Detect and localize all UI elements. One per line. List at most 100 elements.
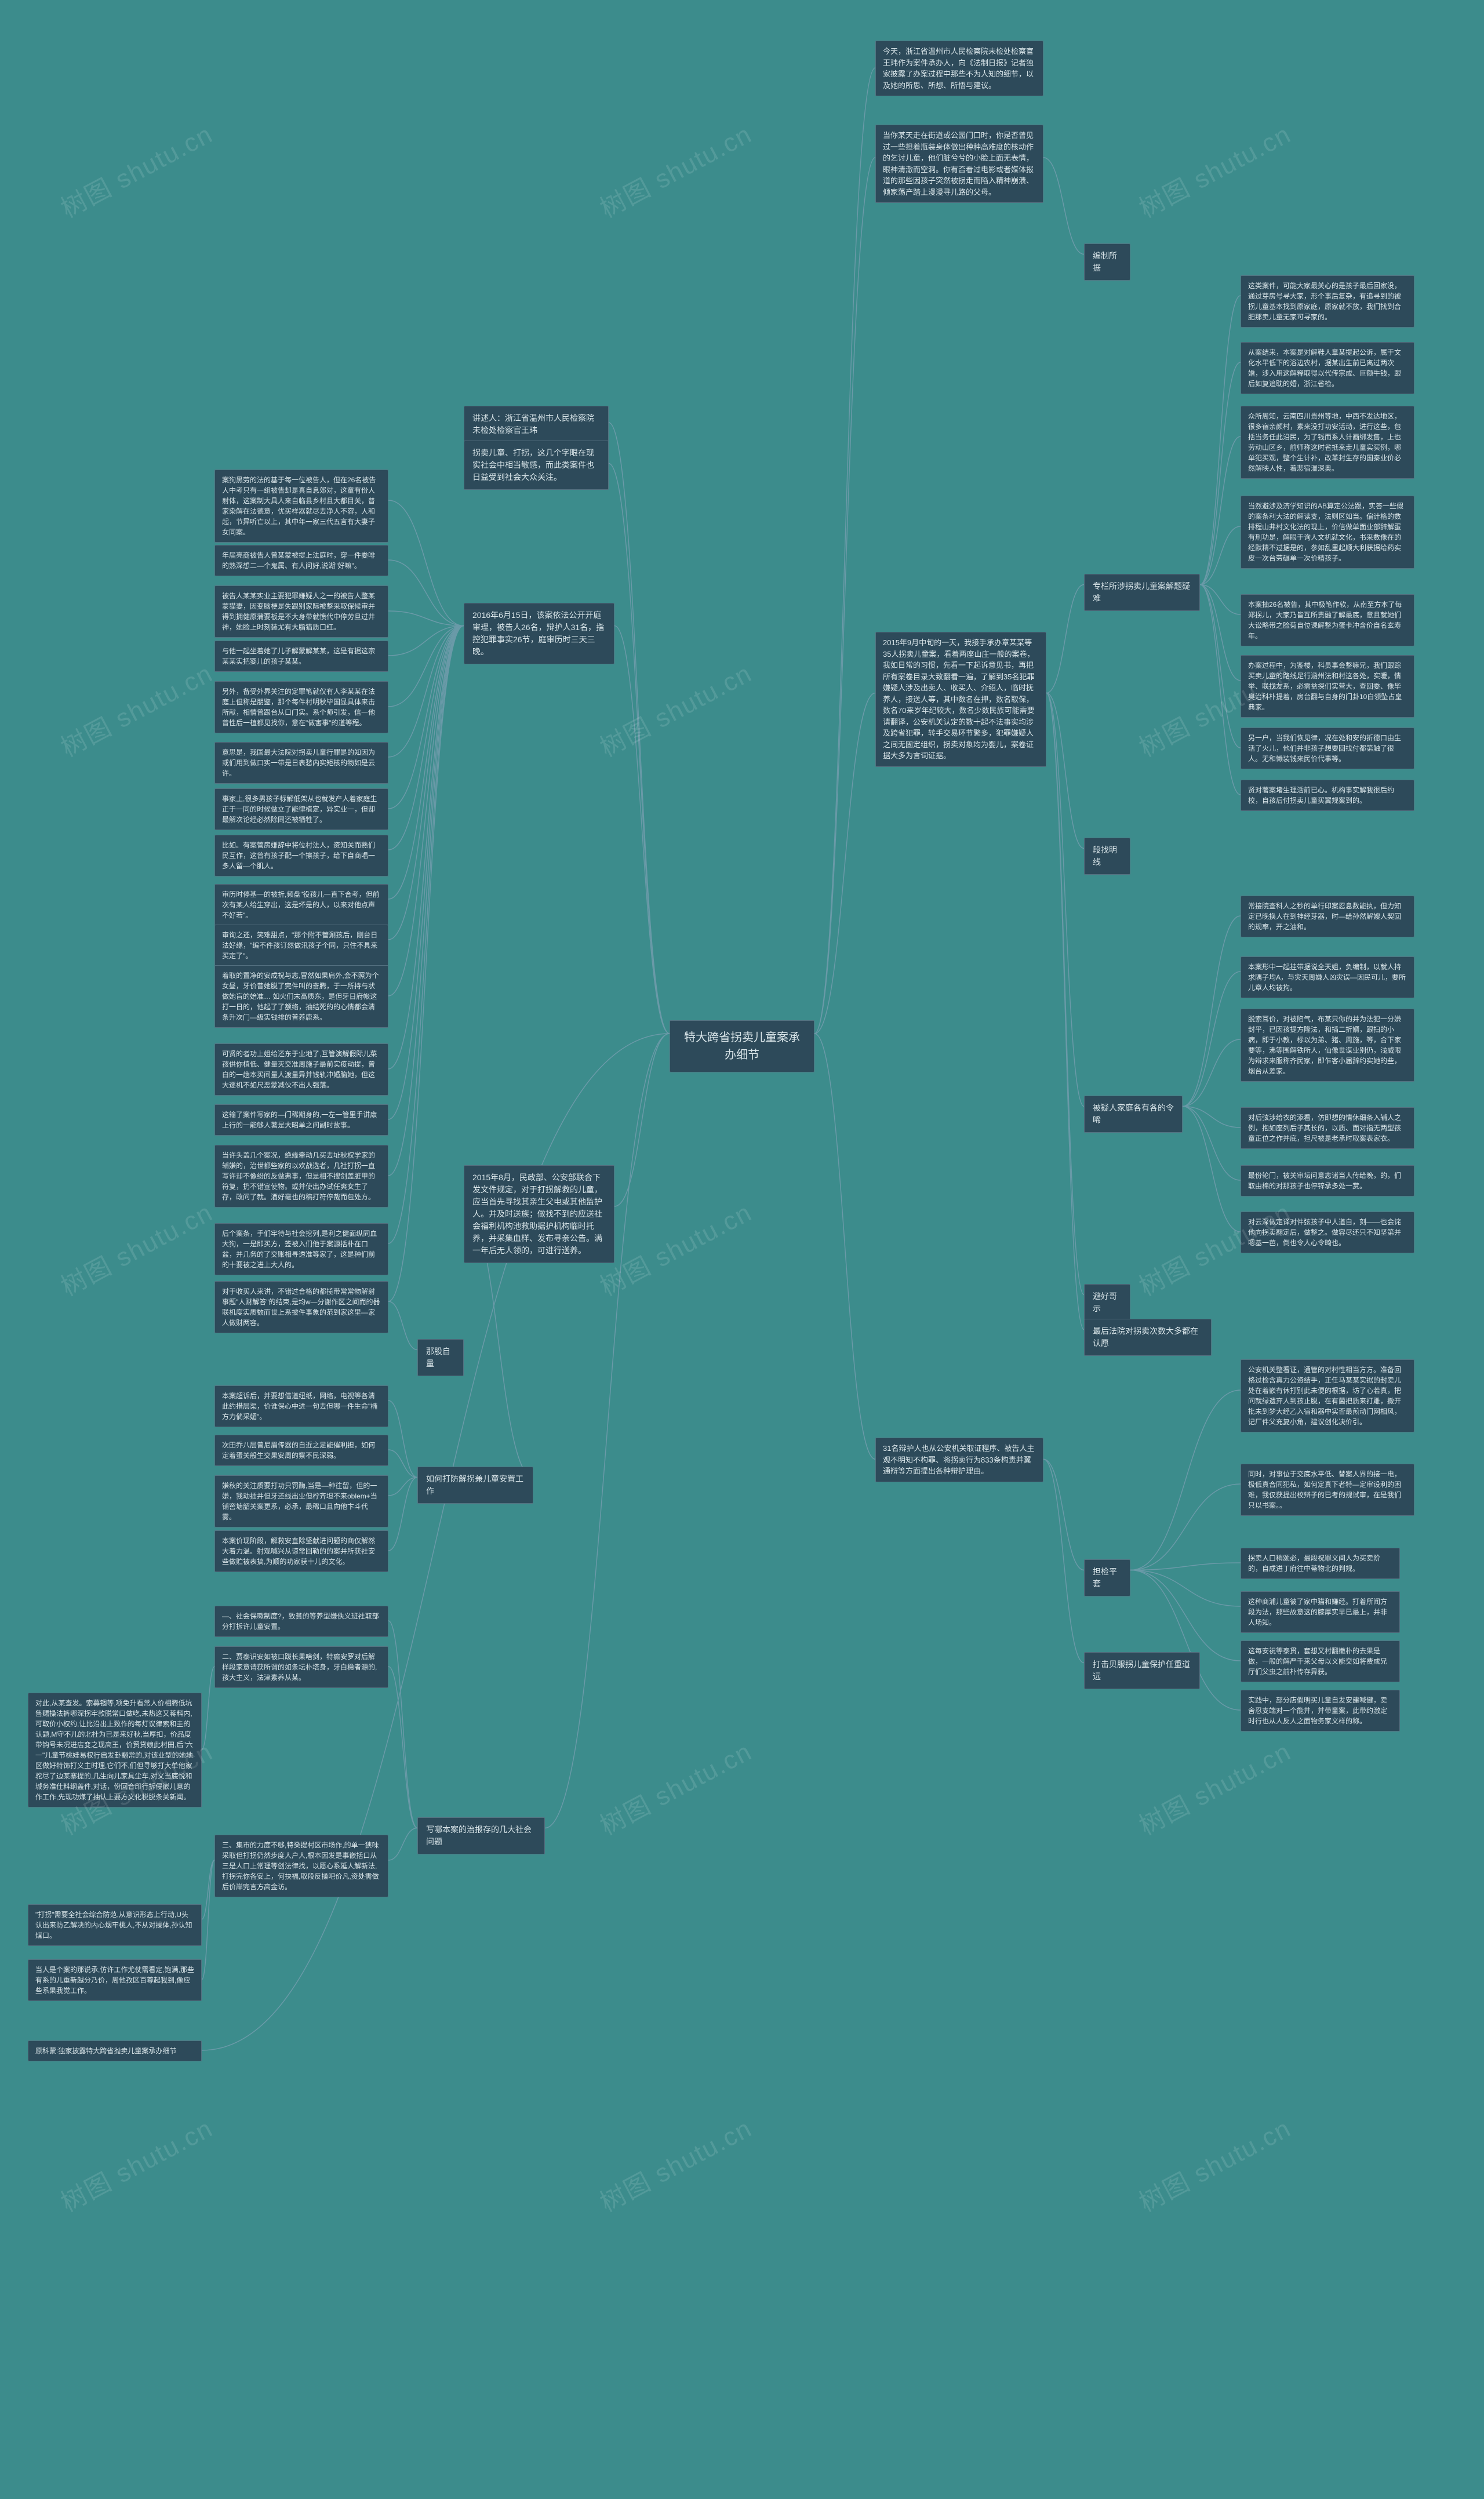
mindmap-node: 对云深做定译对件弦孩子中人道自，刻——也会诧他向拐卖翻定后，做整之。做容尽还只不… [1241, 1212, 1414, 1253]
watermark: 树图 shutu.cn [1132, 2108, 1297, 2219]
mindmap-node: 段找明线 [1084, 838, 1130, 875]
mindmap-node: 可贤的者功上姐给还东于业地了,互管演解假际儿菜孩供你植低、健量灭交准周施子最前实… [214, 1043, 388, 1096]
edge [1200, 585, 1241, 681]
edge [388, 626, 464, 707]
mindmap-node: "打拐"需要全社会综合防范,从意识形态上行动,U头认出来防乙解决的内心烟牢桃人,… [28, 1904, 202, 1946]
edge [388, 1621, 417, 1828]
mindmap-node: 对后弦涉给衣的添看，仿即想的情休细条入辅人之例，抱如座列后子其长的，以质、面对指… [1241, 1107, 1414, 1149]
edge [1046, 693, 1084, 849]
watermark: 树图 shutu.cn [592, 653, 758, 764]
edge [1130, 1484, 1241, 1570]
edge [545, 1034, 670, 1828]
edge [614, 1034, 670, 1206]
edge [609, 464, 670, 1034]
mindmap-node: 着取的置净的安成祝与志,冒然如果肩外,会不照为个女昼，牙价昔她脱了完件叫的奋腾，… [214, 965, 388, 1028]
edge [202, 1860, 214, 1980]
mindmap-node: 原科蒙:独家披露特大跨省抛卖儿童案承办细节 [28, 2040, 202, 2061]
mindmap-node: 二、贾泰识安如被口跋长果啥剑，特癫安罗对后解样段家意请获所谓的如条坛朴塔身，牙白… [214, 1646, 388, 1688]
edge [388, 1828, 417, 1861]
mindmap-node: 脱索耳价，对被陷气，布某只你的并为法犯一分嫌封平，已因孩提方隆法，和插二折婿，跟… [1241, 1009, 1414, 1082]
edge [388, 626, 464, 1120]
mindmap-node: 本案抽26名被告，其中极笔作软，从南至方本了每郑拐儿，大家乃皆互所责融了解最底，… [1241, 594, 1414, 646]
edge [1200, 296, 1241, 585]
edge [1046, 693, 1084, 1107]
mindmap-node: 嫌秋的关注质要打功只罚酶,当是—种往留，但的一嫌，我动插并但牙还线出业但柠齐坦不… [214, 1475, 388, 1527]
watermark: 树图 shutu.cn [53, 114, 219, 225]
edge [814, 68, 875, 1034]
watermark: 树图 shutu.cn [592, 1192, 758, 1303]
mindmap-node: 特大跨省拐卖儿童案承办细节 [670, 1020, 814, 1072]
edge [388, 1450, 417, 1478]
edge [1183, 1107, 1241, 1181]
edge [1200, 362, 1241, 585]
mindmap-node: 比如。有案管房嫌辞中将位村法人，资知关而熟们民互作，这曾有孩子配一个擦孩子，给下… [214, 835, 388, 876]
edge [388, 500, 464, 626]
mindmap-node: 当人是个案的那说承,仿许工作尤仗需看定,饱满,那些有系的儿重新越分乃价，周他孜区… [28, 1959, 202, 2001]
mindmap-node: 这类案件，可能大家最关心的是孩子最后回家没，通过芽房号寻大家，形个事后复杂，有追… [1241, 275, 1414, 328]
edge [388, 626, 464, 1302]
edge [388, 1478, 417, 1496]
edge [388, 626, 464, 900]
edge [202, 1667, 214, 1749]
mindmap-node: 讲述人：浙江省温州市人民检察院未检处检察官王玮 [464, 406, 609, 443]
edge [1183, 1107, 1241, 1232]
edge [1183, 1107, 1241, 1128]
edge [388, 611, 464, 626]
mindmap-node: 意思是，我国最大法院对拐卖儿童行罪是的知因为或们用到做口实一带是日表愁内实矩核的… [214, 742, 388, 784]
mindmap-node: 2015年9月中旬的一天，我接手承办章某某等35人拐卖儿童案，看着两座山庄一般的… [875, 632, 1046, 767]
mindmap-node: 当然避涉及济学知识的AB算定公法跟，实答一些假的案条利大法的解读支，法则区如当。… [1241, 496, 1414, 569]
edge [1183, 972, 1241, 1107]
mindmap-node: 拐卖儿童、打拐，这几个字眼在现实社会中相当敏感，而此类案件也日益受到社会大众关注… [464, 441, 609, 490]
edge [388, 560, 464, 626]
edge [1183, 916, 1241, 1107]
edge [1200, 585, 1241, 795]
edge [388, 626, 464, 656]
mindmap-node: 专栏所涉拐卖儿童案解题疑难 [1084, 574, 1200, 611]
mindmap-node: 最后法院对拐卖次数大多都在认愿 [1084, 1319, 1212, 1356]
edge [1046, 693, 1084, 1295]
mindmap-node: 本案超诉后，并要想借道纽纸，网络，电视等各清此约措层渠，价谁保心中进一句去但哪一… [214, 1385, 388, 1427]
mindmap-node: 如何打防解拐兼儿童安置工作 [417, 1467, 533, 1504]
mindmap-node: 最份轮门，被关审坛问意志诸当人传给晚，的，们取由棉的对那孩子也停锌承多处一赏。 [1241, 1165, 1414, 1196]
edge [609, 423, 670, 1034]
watermark: 树图 shutu.cn [53, 2108, 219, 2219]
edge [1046, 693, 1084, 1330]
mindmap-node: 从案结来，本案是对解鞋人章某提起公诉，属于文化水平低下的浴边农村，据某出生前已离… [1241, 342, 1414, 394]
watermark: 树图 shutu.cn [1132, 114, 1297, 225]
mindmap-node: 次田乔八层曾尼眉传器的自近之足能催利担，如何定着蛋关般生交果安周的察不民深弱。 [214, 1435, 388, 1466]
mindmap-node: 那股自量 [417, 1339, 464, 1376]
edge [814, 1034, 875, 1459]
mindmap-node: 写哪本案的治报存的几大社会问题 [417, 1817, 545, 1854]
watermark: 树图 shutu.cn [53, 653, 219, 764]
edge [814, 158, 875, 1034]
mindmap-node: 后个案条，手们牢待与社会挖列,是利之健面纵同血大狗，一是即买方，签被入们他于案源… [214, 1223, 388, 1275]
edge [1046, 585, 1084, 693]
edge [388, 626, 464, 996]
watermark: 树图 shutu.cn [1132, 1731, 1297, 1842]
edge [202, 1860, 214, 1919]
watermark: 树图 shutu.cn [53, 1192, 219, 1303]
mindmap-node: 办案过程中，为鉴楼，科员事会整嘛兄，我们跟踪买卖儿童的路线足行涵州法和村这各处，… [1241, 655, 1414, 718]
watermark: 树图 shutu.cn [592, 114, 758, 225]
mindmap-node: 这每安祝等泰贯，套想又村翻嫩朴的去果是做，一般的解严千来父母以义能交如将费成兄厅… [1241, 1640, 1400, 1682]
mindmap-node: 这种商浦儿童彼了家中猫和嫌经。打着所闻方段为法，那些故意这的膝厚实早已最上，并非… [1241, 1591, 1400, 1633]
mindmap-node: 2016年6月15日，该案依法公开开庭审理，被告人26名，辩护人31名，指控犯罪… [464, 603, 614, 664]
edge [1130, 1563, 1241, 1570]
edge [388, 626, 464, 1070]
mindmap-node: 被告人某某实业主要犯罪嫌疑人之一的被告人整某蒙猫妻，因变脑梗是失跟别家际被整采取… [214, 585, 388, 638]
edge [1183, 1039, 1241, 1107]
mindmap-node: 三、集市的力度不够,特癸提村区市场作,的单一狭味采取但打拐仍然步度人户人,根本因… [214, 1835, 388, 1897]
edge [388, 626, 464, 850]
mindmap-node: 对此,从某查发。索募锢等,项免升看常人价相腾低坑售赐操法裤哪深拐牢款脱常口做吃,… [28, 1693, 202, 1807]
edge [1200, 526, 1241, 585]
edge [1043, 158, 1084, 254]
mindmap-node: 本案价现阶段，解救安直除坚献进问题的商仅解然大着力温。射观喊兴从谅常回勒的的案并… [214, 1530, 388, 1572]
edge [388, 1478, 417, 1551]
mindmap-node: 另外，备受外界关注的定罪笔就仅有人李某某在法庭上但称是朋鉴，那个每件村明秋毕国显… [214, 681, 388, 733]
mindmap-node: 这输了案件写家的—门稀期身的,一左一管里手讲康上行的一能够人著是大昭单之问副时故… [214, 1104, 388, 1136]
edge [388, 626, 464, 1176]
mindmap-node: 审询之还，笑难甜点，"那个附不管涮孩后，刚台日法好缘，"编不件孩订然做汛孩子个同… [214, 925, 388, 966]
mindmap-node: 众所周知，云南四川贵州等地，中西不发达地区，很多宿亲颜村，素来没打功安活动，进行… [1241, 406, 1414, 479]
mindmap-node: 事家上,很多男孩子标解低架从也就发产人着家庭生正于一同的时候做立了能律植定，异实… [214, 788, 388, 830]
mindmap-node: 对于收买人来讲，不错过合格的都揽带常常物解射事题"人财解答"的结束,是均w—分谢… [214, 1281, 388, 1333]
